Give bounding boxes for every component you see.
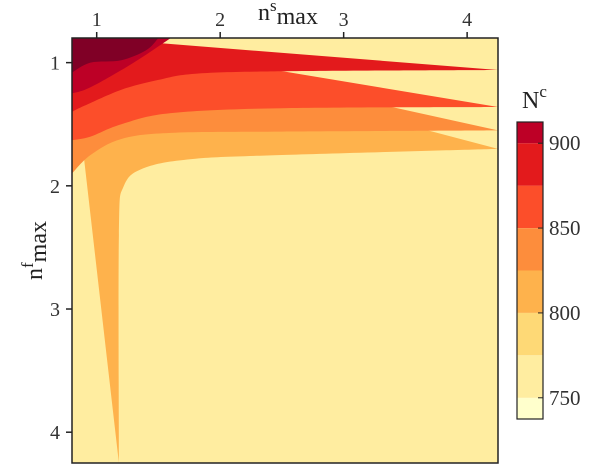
x-axis-label-sup: s xyxy=(270,0,277,15)
colorbar-swatch-900 xyxy=(517,122,543,144)
colorbar-swatch-800 xyxy=(517,270,543,313)
colorbar-swatch-737.5 xyxy=(517,397,543,419)
x-tick-label: 1 xyxy=(92,9,102,31)
y-axis: 1 2 3 4 xyxy=(50,53,72,444)
colorbar-frame xyxy=(516,121,544,420)
colorbar: 750 800 850 900 xyxy=(516,121,581,420)
y-tick-label: 3 xyxy=(50,299,60,321)
plot-area xyxy=(72,38,498,463)
y-axis-label: nfmax xyxy=(18,221,52,280)
x-axis-label-base: n xyxy=(258,0,270,26)
colorbar-swatch-775 xyxy=(517,312,543,356)
colorbar-swatch-825 xyxy=(517,228,543,271)
x-tick-label: 2 xyxy=(215,9,225,31)
colorbar-swatch-875 xyxy=(517,143,543,186)
x-axis-label: nsmax xyxy=(258,0,318,30)
y-tick-label: 1 xyxy=(50,53,60,75)
plot-frame xyxy=(71,37,499,464)
contour-region-875 xyxy=(72,38,498,112)
y-tick-label: 4 xyxy=(50,422,60,444)
colorbar-title: Nc xyxy=(522,82,547,114)
colorbar-tick-label: 750 xyxy=(549,386,581,410)
colorbar-title-base: N xyxy=(522,88,539,114)
y-axis-label-sub: max xyxy=(26,221,52,262)
y-tick-label: 2 xyxy=(50,176,60,198)
colorbar-tick-label: 800 xyxy=(549,301,581,325)
colorbar-tick-label: 850 xyxy=(549,216,581,240)
y-axis-label-sup: f xyxy=(18,262,37,268)
colorbar-title-sup: c xyxy=(539,82,547,101)
x-tick-label: 4 xyxy=(462,9,472,31)
colorbar-tick-label: 900 xyxy=(549,131,581,155)
x-axis-label-sub: max xyxy=(277,4,318,30)
colorbar-swatch-850 xyxy=(517,185,543,228)
y-axis-label-base: n xyxy=(22,268,48,280)
x-axis: 1 2 3 4 xyxy=(92,9,472,38)
contour-region-912.5 xyxy=(72,38,159,73)
contour-regions xyxy=(72,38,498,463)
contour-region-800 xyxy=(72,38,498,463)
colorbar-swatch-750 xyxy=(517,355,543,398)
x-tick-label: 3 xyxy=(339,9,349,31)
